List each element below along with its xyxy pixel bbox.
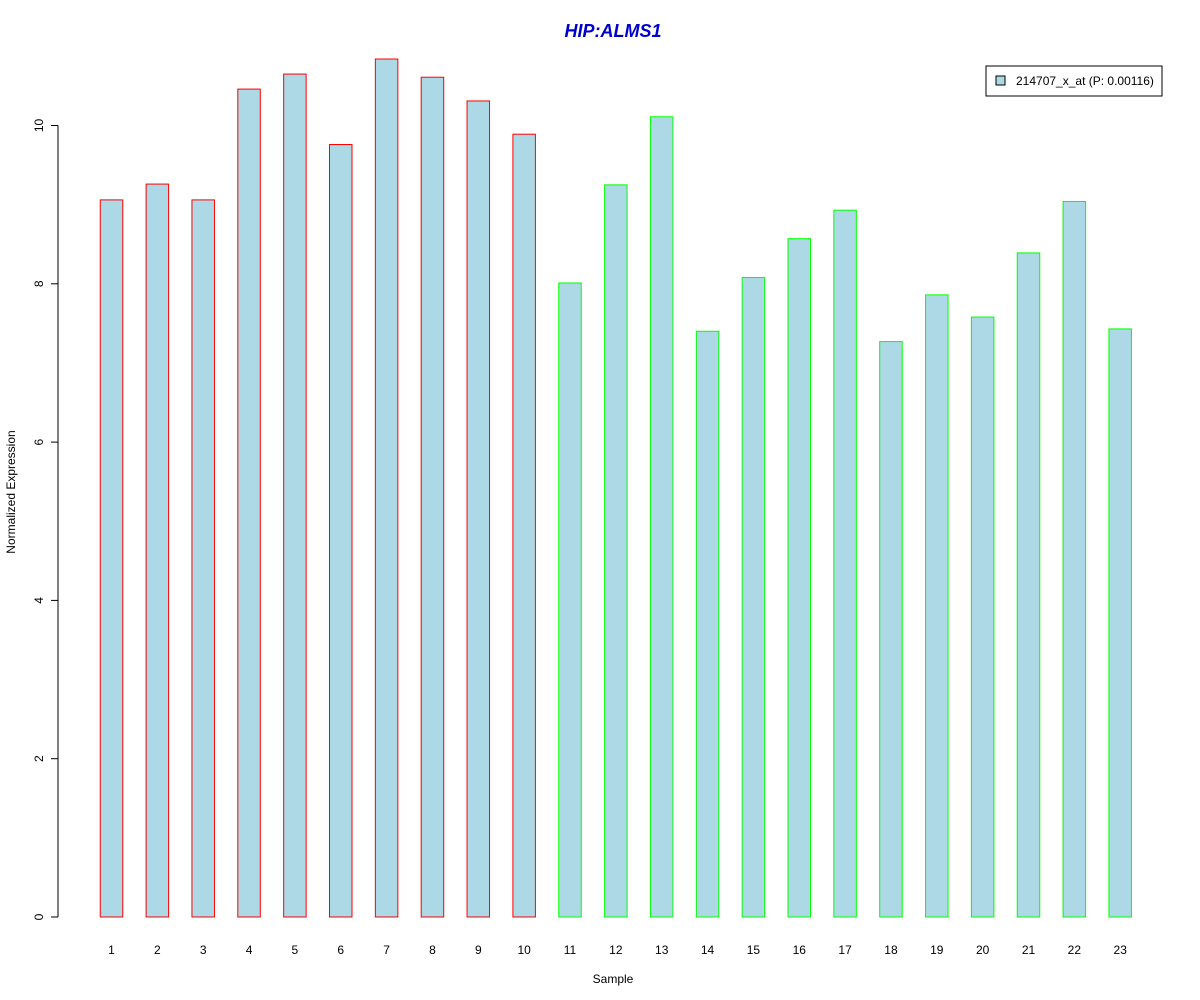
bar-sample-3 [191, 199, 215, 918]
bar-sample-14 [695, 330, 720, 918]
x-tick-label: 9 [475, 943, 482, 957]
bar-sample-10 [512, 133, 536, 918]
y-tick-label: 2 [32, 755, 46, 762]
x-tick-label: 20 [976, 943, 990, 957]
y-tick-label: 4 [32, 597, 46, 604]
bar-sample-1 [99, 199, 124, 918]
x-tick-label: 23 [1114, 943, 1128, 957]
chart-title: HIP:ALMS1 [564, 21, 661, 41]
y-tick-label: 6 [32, 438, 46, 445]
bar-sample-5 [283, 73, 307, 918]
x-tick-label: 3 [200, 943, 207, 957]
x-tick-label: 15 [747, 943, 761, 957]
bar-sample-6 [329, 143, 353, 918]
y-axis-label: Normalized Expression [4, 430, 18, 553]
bar-sample-7 [374, 58, 399, 918]
x-tick-label: 4 [246, 943, 253, 957]
bar-sample-8 [420, 76, 445, 918]
bars [99, 58, 1132, 918]
bar-sample-19 [925, 294, 949, 918]
y-axis: 0 2 4 6 8 10 [32, 119, 59, 920]
bar-sample-23 [1108, 328, 1132, 918]
bar-sample-18 [879, 341, 903, 918]
x-tick-label: 17 [838, 943, 852, 957]
x-axis-label: Sample [593, 972, 634, 986]
legend-box [985, 65, 1163, 97]
x-tick-label: 10 [517, 943, 531, 957]
x-tick-label: 22 [1068, 943, 1082, 957]
y-tick-label: 10 [32, 119, 46, 133]
bar-sample-11 [558, 282, 582, 918]
x-tick-label: 19 [930, 943, 944, 957]
y-tick-label: 0 [32, 913, 46, 920]
bar-sample-13 [649, 116, 674, 918]
bar-sample-4 [237, 88, 261, 918]
legend-swatch [995, 75, 1006, 86]
bar-sample-21 [1016, 252, 1041, 918]
x-tick-label: 21 [1022, 943, 1036, 957]
x-tick-label: 2 [154, 943, 161, 957]
x-tick-label: 11 [564, 943, 577, 957]
bar-sample-22 [1062, 200, 1087, 918]
x-tick-label: 14 [701, 943, 715, 957]
bar-sample-17 [833, 209, 857, 918]
x-tick-label: 16 [793, 943, 807, 957]
x-tick-label: 7 [383, 943, 390, 957]
x-tick-label: 18 [884, 943, 898, 957]
bar-sample-12 [604, 184, 628, 918]
x-tick-label: 1 [108, 943, 115, 957]
bar-sample-15 [741, 276, 766, 918]
bar-sample-20 [970, 316, 995, 918]
bar-sample-16 [787, 238, 811, 918]
x-tick-label: 12 [609, 943, 623, 957]
bar-sample-2 [145, 183, 170, 918]
legend-label: 214707_x_at (P: 0.00116) [1016, 74, 1154, 88]
x-tick-label: 8 [429, 943, 436, 957]
x-axis: 1 2 3 4 5 6 7 8 9 10 11 12 13 14 15 16 17 18 19 20 21 22 23 [108, 943, 1127, 957]
y-tick-label: 8 [32, 280, 46, 287]
bar-sample-9 [466, 100, 491, 918]
x-tick-label: 6 [337, 943, 344, 957]
x-tick-label: 5 [292, 943, 299, 957]
x-tick-label: 13 [655, 943, 669, 957]
legend: 214707_x_at (P: 0.00116) [985, 65, 1163, 97]
